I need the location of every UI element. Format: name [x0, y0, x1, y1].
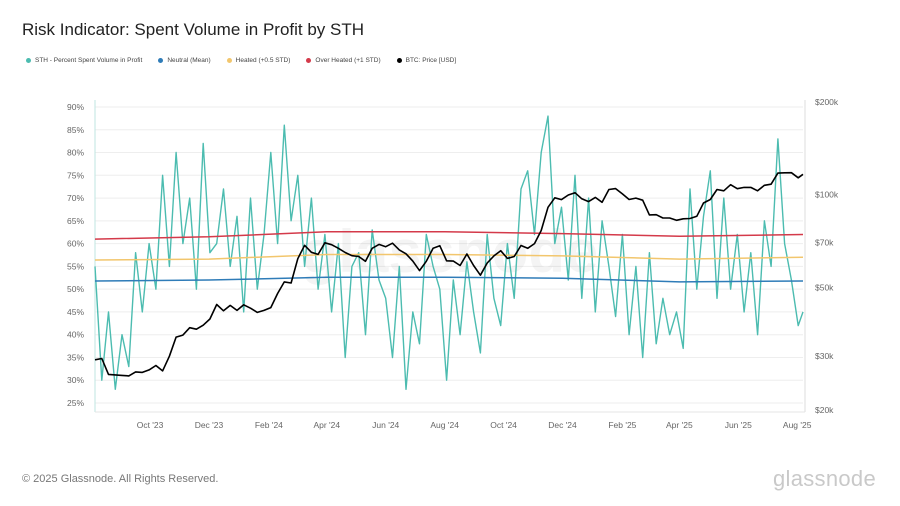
- heated-0-5-std-line: [94, 253, 804, 261]
- y-left-tick-label: 90%: [67, 102, 84, 112]
- x-tick-label: Oct '23: [137, 420, 164, 430]
- y-right-tick-label: $50k: [815, 282, 834, 292]
- y-right-tick-label: $20k: [815, 405, 834, 415]
- y-left-tick-label: 65%: [67, 216, 84, 226]
- x-tick-label: Dec '24: [548, 420, 577, 430]
- x-tick-label: Aug '24: [430, 420, 459, 430]
- sth-spent-volume-line: [94, 115, 804, 390]
- y-right-tick-label: $70k: [815, 237, 834, 247]
- y-left-tick-label: 55%: [67, 261, 84, 271]
- legend-item-heated[interactable]: Heated (+0.5 STD): [226, 57, 291, 64]
- legend-dot: [306, 58, 312, 63]
- neutral-mean-line: [94, 276, 804, 283]
- y-left-tick-label: 75%: [67, 170, 84, 180]
- x-tick-label: Apr '24: [313, 420, 340, 430]
- y-left-tick-label: 50%: [67, 284, 84, 294]
- legend-label: Over Heated (+1 STD): [315, 57, 381, 64]
- x-tick-label: Feb '25: [608, 420, 636, 430]
- x-tick-label: Aug '25: [783, 420, 812, 430]
- copyright: © 2025 Glassnode. All Rights Reserved.: [22, 473, 219, 485]
- y-left-tick-label: 85%: [67, 125, 84, 135]
- legend-item-btc-price[interactable]: BTC: Price [USD]: [396, 57, 457, 64]
- x-tick-label: Jun '24: [372, 420, 399, 430]
- chart-title: Risk Indicator: Spent Volume in Profit b…: [22, 20, 365, 39]
- y-left-tick-label: 40%: [67, 330, 84, 340]
- legend-label: STH - Percent Spent Volume in Profit: [35, 57, 143, 64]
- y-left-tick-label: 30%: [67, 375, 84, 385]
- y-left-tick-label: 60%: [67, 239, 84, 249]
- x-tick-label: Dec '23: [195, 420, 224, 430]
- legend-label: BTC: Price [USD]: [405, 57, 457, 64]
- x-tick-label: Feb '24: [255, 420, 283, 430]
- x-tick-label: Apr '25: [666, 420, 693, 430]
- y-left-tick-label: 25%: [67, 398, 84, 408]
- legend-dot: [26, 58, 31, 63]
- legend-item-sth[interactable]: STH - Percent Spent Volume in Profit: [26, 57, 142, 64]
- glassnode-logo: glassnode: [773, 466, 876, 491]
- x-tick-label: Jun '25: [725, 420, 752, 430]
- y-left-tick-label: 35%: [67, 352, 84, 362]
- y-right-tick-label: $30k: [815, 351, 834, 361]
- legend-dot: [226, 58, 232, 63]
- y-left-tick-label: 80%: [67, 148, 84, 158]
- legend-dot: [158, 58, 164, 63]
- x-tick-label: Oct '24: [490, 420, 517, 430]
- y-right-tick-label: $200k: [815, 97, 839, 107]
- y-right-tick-label: $100k: [815, 190, 839, 200]
- legend-label: Neutral (Mean): [167, 57, 211, 64]
- over-heated-1-std-line: [94, 231, 804, 240]
- legend-dot: [396, 58, 402, 63]
- legend-item-neutral[interactable]: Neutral (Mean): [158, 57, 211, 64]
- legend-label: Heated (+0.5 STD): [235, 57, 291, 64]
- y-left-tick-label: 45%: [67, 307, 84, 317]
- legend-item-overheated[interactable]: Over Heated (+1 STD): [306, 57, 381, 64]
- y-left-tick-label: 70%: [67, 193, 84, 203]
- legend: STH - Percent Spent Volume in Profit Neu…: [26, 57, 456, 64]
- btc-price-line: [94, 171, 804, 377]
